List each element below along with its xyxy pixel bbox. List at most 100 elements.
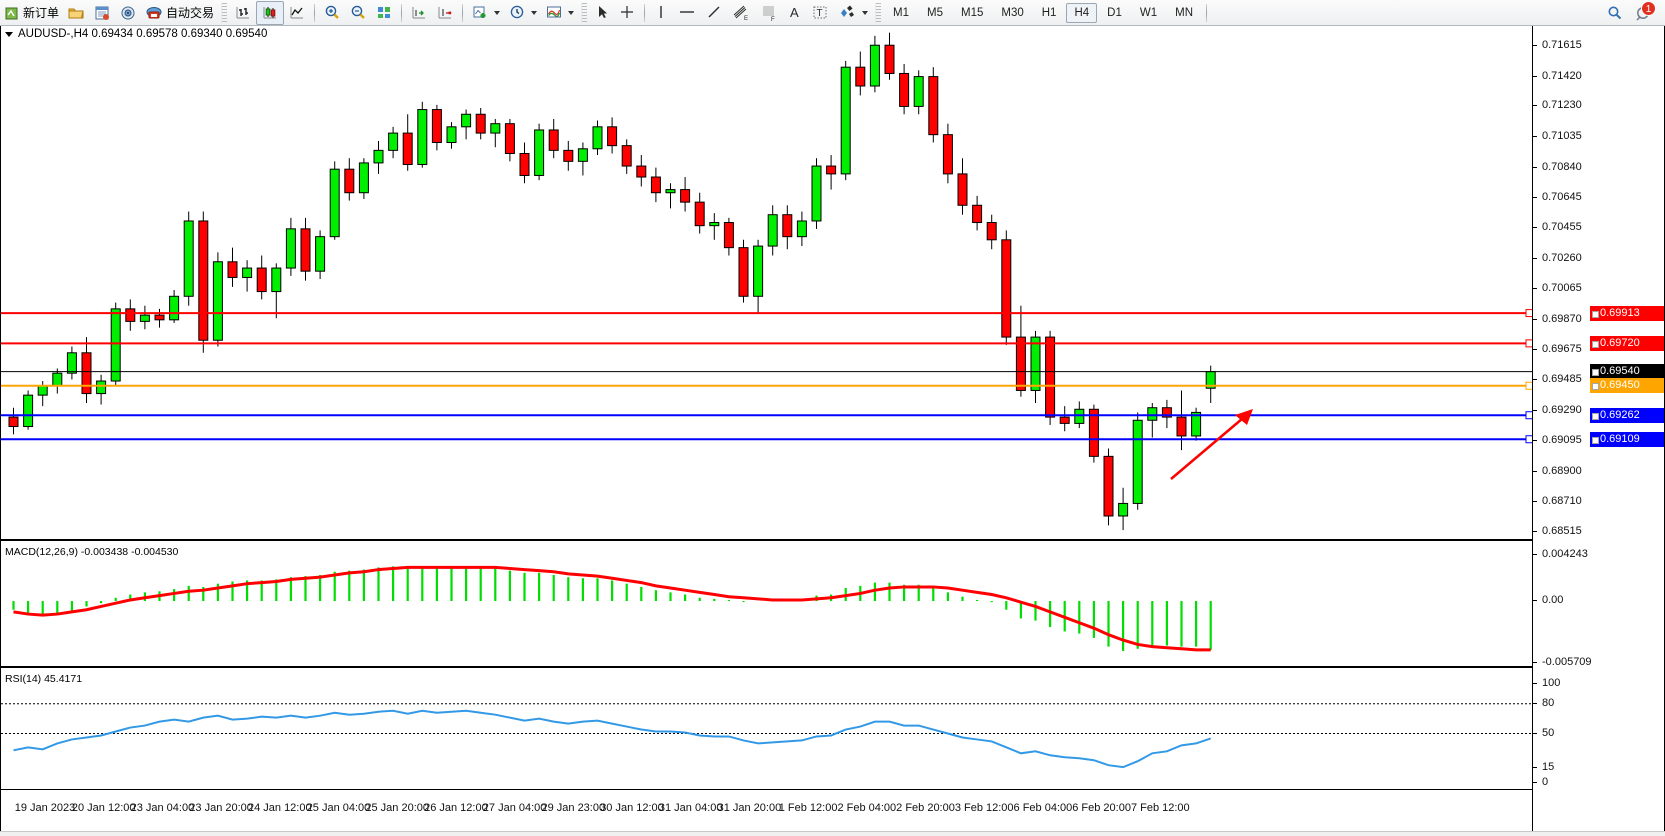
- rsi-series: [1, 703, 1532, 769]
- timeframe-m30[interactable]: M30: [1001, 6, 1024, 19]
- horizontal-line-button[interactable]: [673, 1, 701, 25]
- candle: [183, 220, 194, 297]
- timeframe-h1[interactable]: H1: [1041, 6, 1057, 19]
- bar-chart-button[interactable]: [230, 1, 256, 25]
- candle: [388, 132, 399, 151]
- price-tick: 0.70260: [1533, 252, 1582, 264]
- time-label: 24 Jan 12:00: [247, 802, 312, 814]
- pane-divider-rsi[interactable]: [1, 666, 1664, 668]
- timeframe-d1[interactable]: D1: [1107, 6, 1122, 19]
- candle: [271, 267, 282, 293]
- fibonacci-button[interactable]: F: [755, 1, 783, 25]
- price-level-tag-entry-level[interactable]: 0.69450: [1590, 378, 1664, 394]
- candle: [1030, 336, 1041, 391]
- timeframe-mn[interactable]: MN: [1175, 6, 1193, 19]
- candle: [986, 222, 997, 241]
- timeframe-h4[interactable]: H4: [1066, 2, 1098, 23]
- folder-icon: [68, 8, 84, 18]
- data-window-button[interactable]: [89, 1, 115, 25]
- candle: [1059, 416, 1070, 424]
- candle: [548, 129, 559, 151]
- templates-icon: [547, 6, 562, 18]
- equidistant-channel-icon: E: [733, 5, 748, 22]
- candle: [636, 165, 647, 178]
- new-order-button[interactable]: 新订单: [0, 1, 63, 25]
- period-button[interactable]: [504, 1, 541, 25]
- cursor-button[interactable]: [590, 1, 614, 25]
- crosshair-button[interactable]: [614, 1, 640, 25]
- tile-windows-button[interactable]: [371, 1, 397, 25]
- price-tick: 0.71230: [1533, 99, 1582, 111]
- time-label: 25 Jan 04:00: [306, 802, 371, 814]
- price-tick: 0.69095: [1533, 434, 1582, 446]
- chart-shift-icon: [412, 7, 426, 19]
- candle: [811, 165, 822, 222]
- search-button[interactable]: [1601, 1, 1629, 25]
- text-button[interactable]: A: [783, 1, 807, 25]
- alerts-button[interactable]: 1: [1629, 0, 1659, 25]
- vertical-line-button[interactable]: [649, 1, 673, 25]
- candle: [504, 123, 515, 154]
- period-caret-icon[interactable]: [531, 10, 538, 15]
- candle: [402, 132, 413, 165]
- alerts-badge-wrapper[interactable]: 1: [1633, 0, 1656, 23]
- candle: [913, 76, 924, 107]
- templates-caret-icon[interactable]: [568, 10, 575, 15]
- candle: [1015, 336, 1026, 391]
- timeframe-m15[interactable]: M15: [961, 6, 984, 19]
- candle: [227, 261, 238, 278]
- zoom-out-button[interactable]: [345, 1, 371, 25]
- crosshair-icon: [621, 6, 634, 18]
- equidistant-channel-button[interactable]: E: [727, 1, 755, 25]
- price-level-tag-current-price[interactable]: 0.69540: [1590, 364, 1664, 380]
- candle: [1001, 239, 1012, 338]
- text-label-button[interactable]: T: [807, 1, 833, 25]
- folder-button[interactable]: [63, 1, 89, 25]
- price-tick: 0.68515: [1533, 525, 1582, 537]
- macd-pane[interactable]: [1, 545, 1532, 671]
- price-levels-overlay[interactable]: [1, 26, 1532, 535]
- price-level-tag-resistance-2[interactable]: 0.69720: [1590, 335, 1664, 351]
- bullish-arrow-annotation[interactable]: [1, 26, 1532, 535]
- price-tick: 0.69675: [1533, 343, 1582, 355]
- price-pane[interactable]: [1, 26, 1532, 535]
- templates-button[interactable]: [541, 1, 578, 25]
- toolbar-grip-3[interactable]: [875, 2, 882, 23]
- chart-menu-caret-icon[interactable]: [5, 31, 13, 37]
- candle: [869, 44, 880, 87]
- bar-chart-icon: [236, 7, 250, 19]
- chart-shift-button[interactable]: [406, 1, 432, 25]
- price-level-tag-support-1[interactable]: 0.69262: [1590, 407, 1664, 423]
- price-tick: 0.69870: [1533, 313, 1582, 325]
- candle: [855, 66, 866, 87]
- zoom-in-button[interactable]: [319, 1, 345, 25]
- timeframe-m1[interactable]: M1: [893, 6, 910, 19]
- price-axis[interactable]: 0.71615 0.71420 0.71230 0.71035 0.70840 0.706…: [1532, 26, 1664, 835]
- line-chart-button[interactable]: [284, 1, 310, 25]
- auto-scroll-button[interactable]: [432, 1, 458, 25]
- candlestick-chart-button[interactable]: [256, 0, 285, 25]
- timeframe-m5[interactable]: M5: [927, 6, 943, 19]
- timeframe-w1[interactable]: W1: [1139, 6, 1158, 19]
- price-level-tag-support-2[interactable]: 0.69109: [1590, 431, 1664, 447]
- rsi-pane[interactable]: [1, 672, 1532, 789]
- clock-icon: [510, 5, 524, 19]
- add-indicator-button[interactable]: [467, 1, 504, 25]
- toolbar-grip-2[interactable]: [581, 2, 588, 23]
- trendline-button[interactable]: [701, 1, 727, 25]
- rsi-tick: 50: [1533, 727, 1554, 739]
- price-level-tag-resistance-1[interactable]: 0.69913: [1590, 305, 1664, 321]
- candle: [899, 72, 910, 107]
- pane-divider-macd[interactable]: [1, 539, 1664, 541]
- candle: [738, 247, 749, 297]
- add-indicator-caret-icon[interactable]: [494, 10, 501, 15]
- chart-window[interactable]: AUDUSD-,H4 0.69434 0.69578 0.69340 0.695…: [0, 26, 1665, 836]
- price-tick: 0.71615: [1533, 39, 1582, 51]
- shapes-button[interactable]: [833, 1, 872, 25]
- autotrading-button[interactable]: 自动交易: [141, 1, 218, 25]
- candle: [212, 261, 223, 341]
- candle: [358, 162, 369, 194]
- navigator-button[interactable]: [115, 1, 141, 25]
- shapes-caret-icon[interactable]: [862, 10, 869, 15]
- toolbar-grip-1[interactable]: [221, 2, 228, 23]
